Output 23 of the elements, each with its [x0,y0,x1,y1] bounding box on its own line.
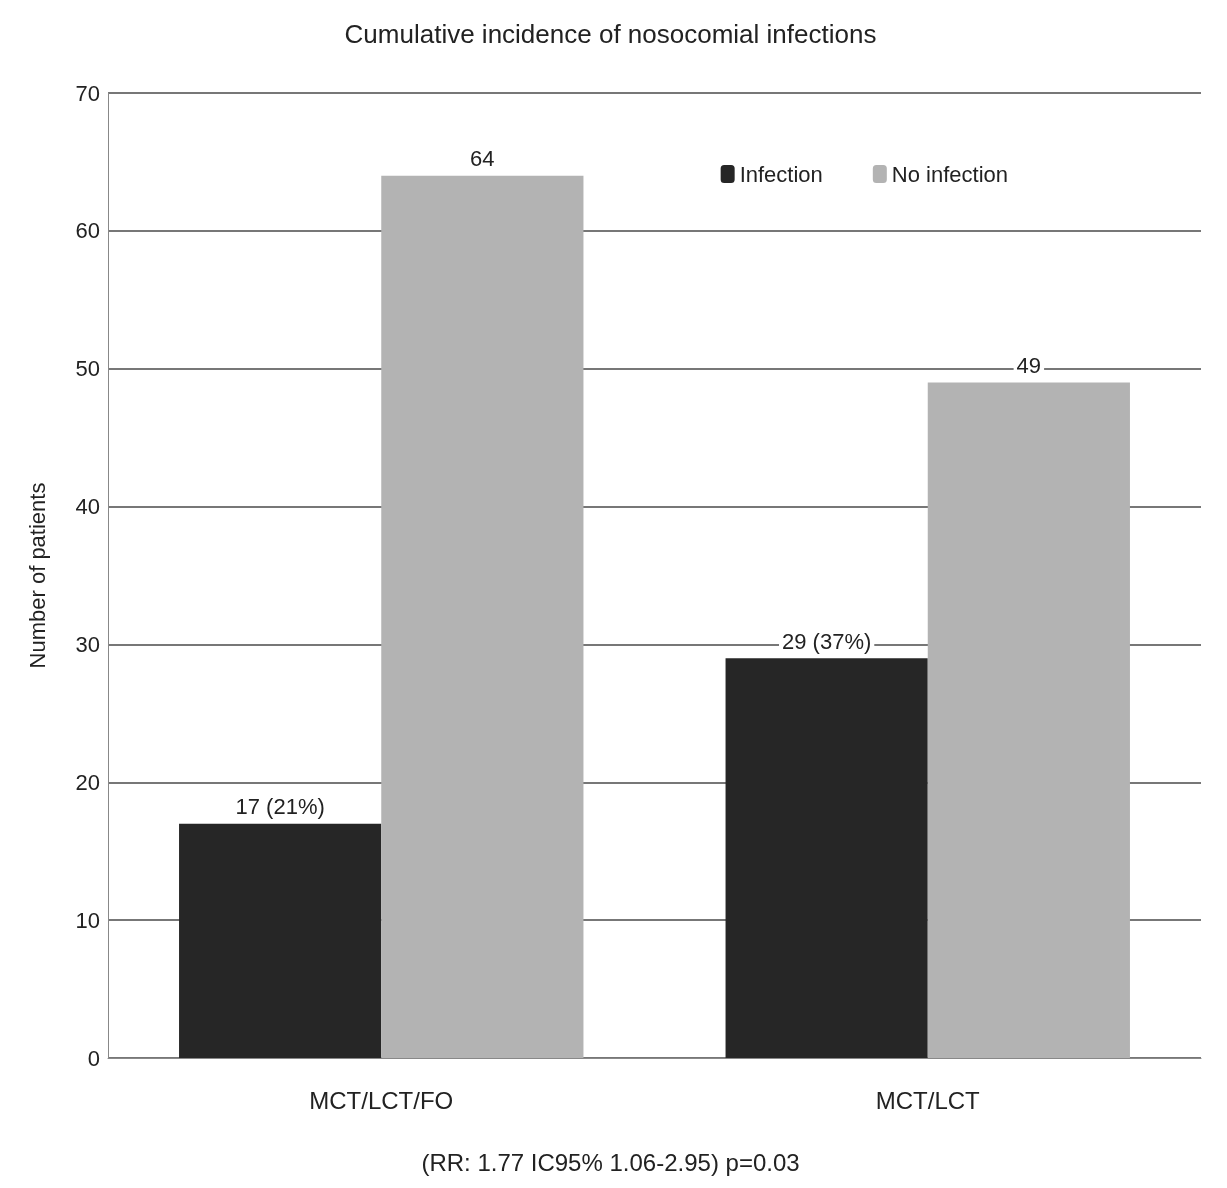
bar [725,658,928,1058]
y-tick-label: 40 [75,494,100,520]
legend-label: Infection [739,161,823,187]
bar [381,175,584,1058]
y-tick-label: 30 [75,631,100,657]
bar [179,823,382,1058]
bar [927,382,1130,1058]
data-label: 29 (37%) [782,628,872,654]
y-tick-label: 20 [75,769,100,795]
chart-title: Cumulative incidence of nosocomial infections [344,19,877,49]
y-tick-label: 60 [75,218,100,244]
y-tick-label: 70 [75,80,100,106]
y-axis-title: Number of patients [24,482,50,669]
x-tick-label: MCT/LCT [875,1086,981,1114]
text: (RR: 1.77 IC95% 1.06-2.95) p=0.03 [421,1148,800,1176]
data-label: 49 [1016,353,1042,378]
y-tick-label: 50 [75,356,100,382]
y-tick-label: 0 [87,1045,100,1071]
x-tick-label: MCT/LCT/FO [309,1086,454,1114]
y-tick-label: 10 [75,907,100,933]
data-label: 17 (21%) [235,794,325,820]
legend-label: No infection [891,161,1009,187]
data-label: 64 [470,146,495,172]
